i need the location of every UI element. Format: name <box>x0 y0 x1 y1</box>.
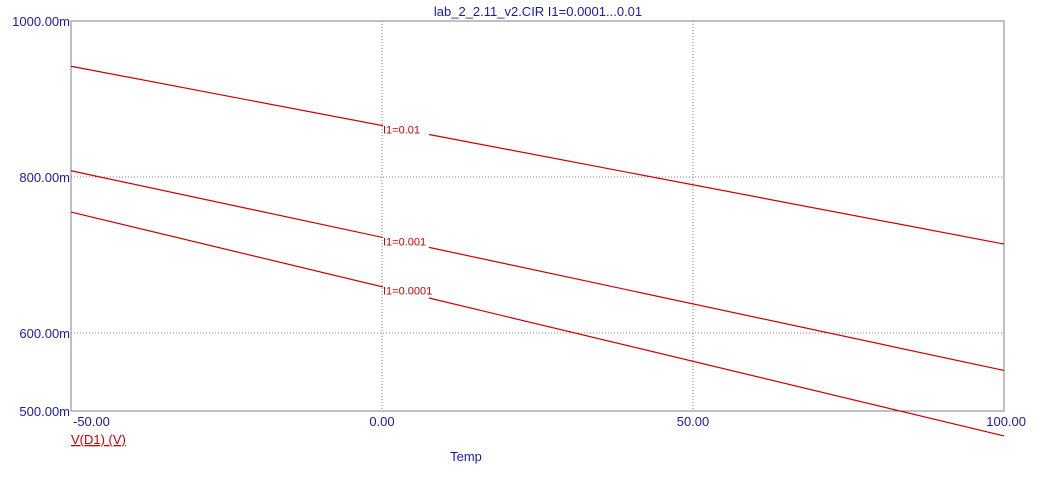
x-axis-label: Temp <box>450 449 482 464</box>
y-tick-label: 600.00m <box>19 326 70 341</box>
curve-label-3: I1=0.0001 <box>383 286 432 298</box>
series-line-1-right <box>428 133 1005 245</box>
curve-label-1: I1=0.01 <box>383 125 420 137</box>
x-tick-label: 0.00 <box>369 414 394 429</box>
chart-title: lab_2_2.11_v2.CIR I1=0.0001...0.01 <box>434 4 642 19</box>
series-lines <box>70 65 1005 437</box>
series-line-3-left <box>70 211 384 288</box>
series-line-2-right <box>428 246 1005 372</box>
x-tick-label: -50.00 <box>73 414 110 429</box>
series-line-3-right <box>428 297 1005 437</box>
tick-labels: 1000.00m 800.00m 600.00m 500.00m-50.00 0.00 5… <box>12 14 1026 429</box>
y-tick-label: 1000.00m <box>12 14 70 29</box>
y-tick-label: 500.00m <box>19 404 70 419</box>
series-line-2-left <box>70 170 384 239</box>
series-line-1-left <box>70 65 384 127</box>
y-tick-label: 800.00m <box>19 170 70 185</box>
curve-label-2: I1=0.001 <box>383 236 426 248</box>
y-axis-label[interactable]: V(D1) (V) <box>71 432 126 447</box>
x-tick-label: 100.00 <box>986 414 1026 429</box>
curve-labels: I1=0.01 I1=0.001 I1=0.0001 <box>383 125 432 298</box>
plot-frame <box>70 20 1005 412</box>
grid-lines <box>71 21 1004 411</box>
x-tick-label: 50.00 <box>677 414 710 429</box>
